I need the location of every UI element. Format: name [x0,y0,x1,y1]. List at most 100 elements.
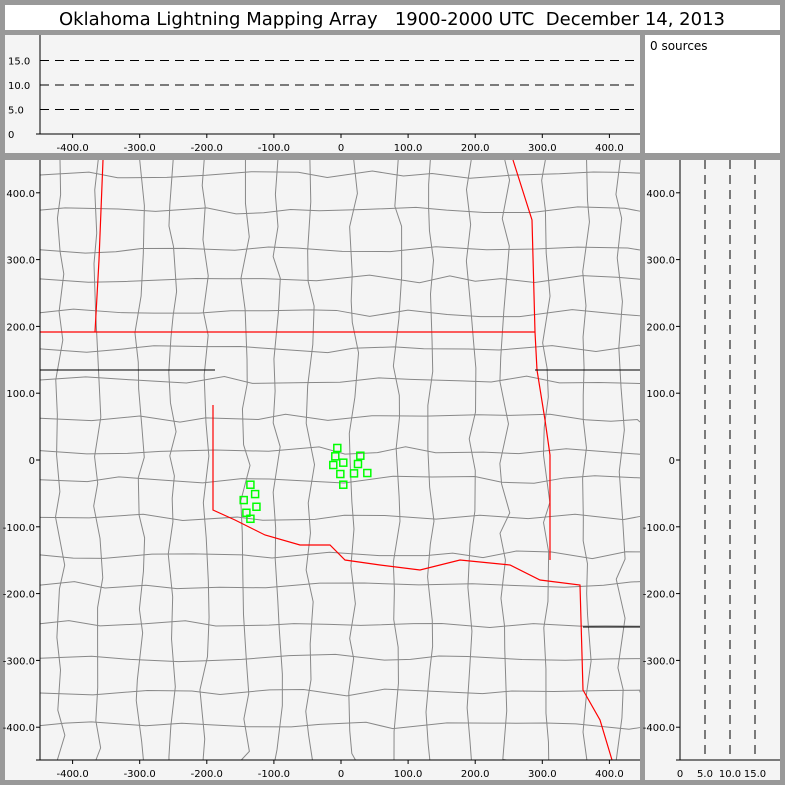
y-tick-label: 10.0 [8,81,30,92]
county-line [499,159,511,761]
source-marker [339,458,348,467]
county-line [199,159,210,761]
y-tick-label: -400.0 [3,723,35,734]
county-line [39,413,641,423]
county-line [392,159,403,761]
county-line [348,159,360,761]
state-border [212,405,613,761]
county-line [39,274,641,284]
x-tick-label: -300.0 [124,143,156,154]
x-tick-label: -200.0 [191,769,223,780]
y-tick-label: 400.0 [6,189,35,200]
x-tick-label: 0 [677,769,683,780]
y-tick-label: 100.0 [646,389,675,400]
source-marker [336,469,345,479]
x-tick-label: 0 [338,143,344,154]
county-line [93,159,104,761]
figure-title: Oklahoma Lightning Mapping Array 1900-20… [59,9,725,30]
x-tick-label: -100.0 [258,143,290,154]
x-tick-label: -100.0 [258,769,290,780]
source-marker [349,469,359,478]
county-line [39,446,641,455]
county-line [39,246,641,254]
source-marker [250,489,260,499]
county-line [305,159,316,761]
county-line [134,159,146,761]
x-tick-label: 200.0 [461,143,490,154]
source-count-box [645,35,780,153]
y-tick-label: -200.0 [643,590,675,601]
x-tick-label: 100.0 [394,143,423,154]
plan-view-panel [5,160,640,780]
source-marker [246,480,255,489]
county-line [39,581,641,590]
x-tick-label: 10.0 [719,769,741,780]
y-tick-label: -100.0 [3,523,35,534]
source-marker [246,514,255,524]
county-line [39,513,641,522]
x-tick-label: 400.0 [595,769,624,780]
county-line [39,308,641,318]
county-line [425,159,435,761]
y-tick-label: 300.0 [646,256,675,267]
state-border [94,159,104,333]
source-marker [339,480,348,489]
county-line [39,375,641,384]
source-markers [239,443,372,524]
x-tick-label: 15.0 [744,769,766,780]
x-tick-label: 5.0 [697,769,713,780]
county-line [39,550,641,560]
county-line [272,159,283,761]
x-tick-label: -200.0 [191,143,223,154]
y-tick-label: -300.0 [643,656,675,667]
y-tick-label: 200.0 [6,322,35,333]
y-tick-label: 0 [669,456,675,467]
axes: 05.010.015.0-400.0 -300.0 -200.0 -100.0 0 100… [3,35,780,780]
y-tick-label: 200.0 [646,322,675,333]
source-count: 0 sources [650,39,708,53]
county-line [39,721,641,730]
county-line [541,159,551,761]
county-line [39,475,641,484]
x-tick-label: 200.0 [461,769,490,780]
y-tick-label: -300.0 [3,656,35,667]
y-tick-label: 5.0 [8,106,24,117]
y-tick-label: 400.0 [646,189,675,200]
source-marker [363,468,372,478]
source-marker [239,495,248,505]
y-tick-label: -100.0 [643,523,675,534]
state-boundaries [40,159,640,761]
x-tick-label: -400.0 [56,143,88,154]
source-marker [353,459,363,469]
county-line [39,620,641,628]
y-tick-label: -200.0 [3,590,35,601]
source-marker [252,502,261,512]
county-line [582,159,592,761]
county-line [39,170,641,179]
y-tick-label: 0 [29,456,35,467]
y-tick-label: 15.0 [8,57,30,68]
y-tick-label: 0 [8,130,14,141]
x-tick-label: 400.0 [595,143,624,154]
county-line [615,159,626,761]
county-line [39,688,641,697]
county-line [39,653,641,663]
title-box [5,5,780,30]
source-marker [356,451,365,460]
county-line [465,159,477,761]
county-line [167,159,178,761]
y-tick-label: 100.0 [6,389,35,400]
x-tick-label: 100.0 [394,769,423,780]
county-line [39,344,641,354]
source-marker [333,443,342,453]
source-marker [331,452,340,461]
source-marker [329,460,338,470]
x-tick-label: -400.0 [56,769,88,780]
y-tick-label: -400.0 [643,723,675,734]
y-tick-label: 300.0 [6,256,35,267]
x-tick-label: 0 [338,769,344,780]
x-tick-label: -300.0 [124,769,156,780]
altitude-panel [5,35,640,153]
ns-altitude-panel [645,160,780,780]
